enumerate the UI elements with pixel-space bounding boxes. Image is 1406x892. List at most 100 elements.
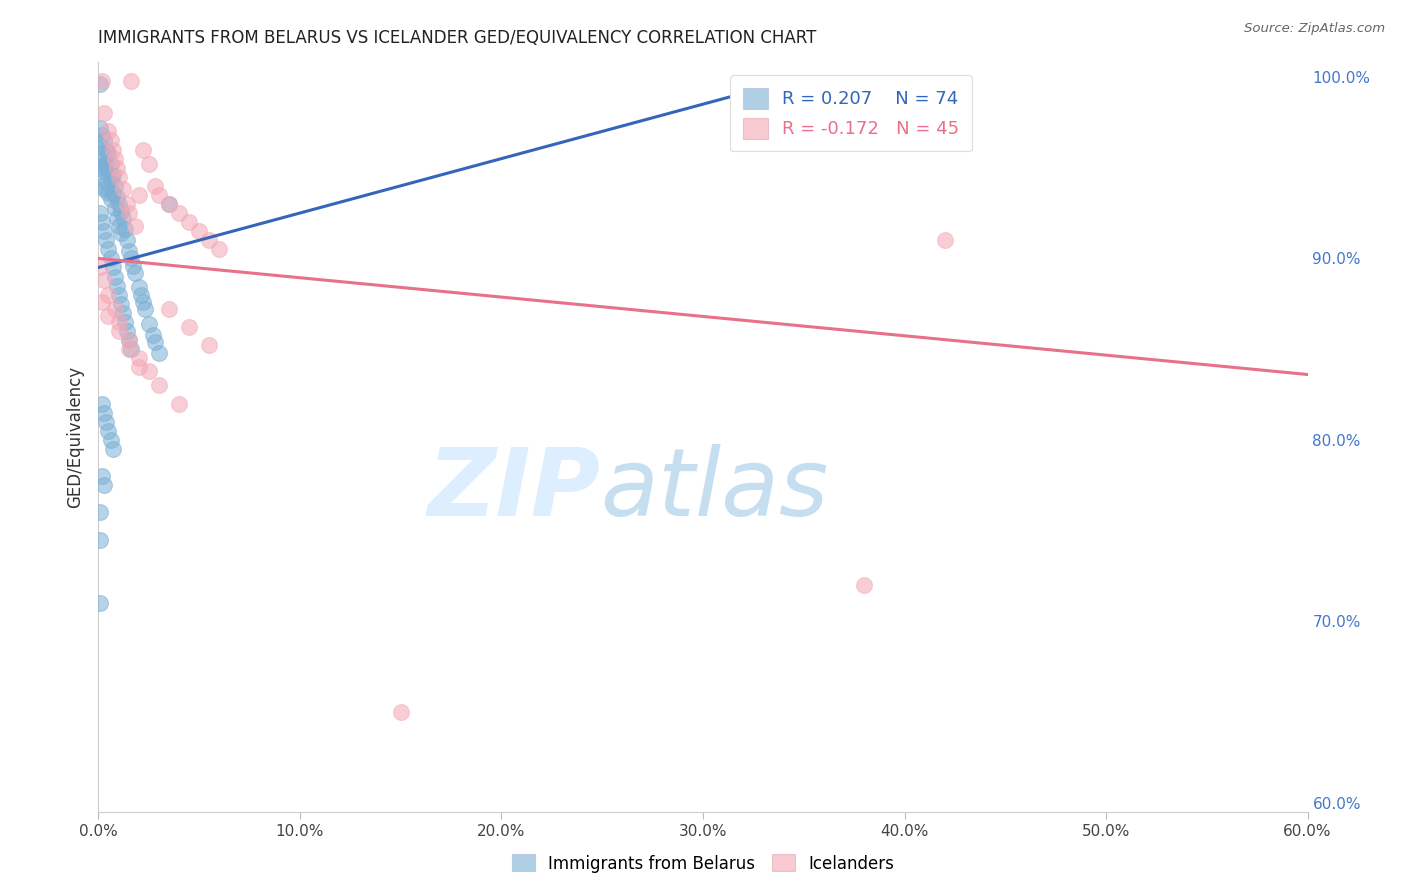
Point: [97, 424, 120, 438]
Point: [110, 226, 132, 240]
Point: [100, 252, 122, 266]
Point: [118, 206, 141, 220]
Point: [105, 161, 128, 175]
Point: [114, 315, 136, 329]
Point: [105, 190, 128, 204]
Point: [138, 157, 160, 171]
Point: [91, 178, 114, 193]
Point: [111, 306, 134, 320]
Point: [934, 233, 956, 247]
Point: [93, 152, 115, 166]
Legend: Immigrants from Belarus, Icelanders: Immigrants from Belarus, Icelanders: [505, 847, 901, 880]
Point: [91, 469, 114, 483]
Point: [134, 302, 156, 317]
Point: [91, 396, 114, 410]
Point: [157, 197, 180, 211]
Point: [107, 219, 129, 233]
Point: [91, 128, 114, 142]
Point: [93, 133, 115, 147]
Point: [148, 345, 170, 359]
Point: [120, 73, 142, 87]
Point: [93, 224, 115, 238]
Point: [110, 297, 132, 311]
Point: [142, 327, 165, 342]
Point: [103, 201, 125, 215]
Point: [97, 186, 120, 200]
Point: [148, 187, 170, 202]
Point: [93, 406, 115, 420]
Point: [93, 273, 115, 287]
Point: [96, 233, 118, 247]
Point: [138, 317, 160, 331]
Point: [132, 143, 155, 157]
Point: [100, 157, 122, 171]
Text: atlas: atlas: [600, 444, 828, 535]
Point: [97, 164, 120, 178]
Point: [96, 157, 118, 171]
Point: [100, 433, 122, 447]
Legend: R = 0.207    N = 74, R = -0.172   N = 45: R = 0.207 N = 74, R = -0.172 N = 45: [730, 75, 972, 152]
Point: [143, 178, 166, 193]
Point: [96, 415, 118, 429]
Point: [138, 364, 160, 378]
Point: [93, 106, 115, 120]
Point: [114, 222, 136, 236]
Point: [91, 215, 114, 229]
Text: IMMIGRANTS FROM BELARUS VS ICELANDER GED/EQUIVALENCY CORRELATION CHART: IMMIGRANTS FROM BELARUS VS ICELANDER GED…: [98, 29, 817, 47]
Point: [97, 287, 120, 301]
Point: [128, 351, 150, 366]
Point: [188, 224, 211, 238]
Point: [121, 259, 143, 273]
Point: [389, 705, 412, 719]
Point: [103, 269, 125, 284]
Point: [118, 333, 141, 347]
Point: [89, 120, 111, 135]
Point: [100, 192, 122, 206]
Point: [853, 578, 876, 592]
Point: [89, 260, 111, 275]
Text: Source: ZipAtlas.com: Source: ZipAtlas.com: [1244, 22, 1385, 36]
Point: [157, 302, 180, 317]
Point: [100, 173, 122, 187]
Point: [107, 315, 129, 329]
Point: [198, 233, 221, 247]
Point: [103, 178, 125, 193]
Point: [118, 333, 141, 347]
Point: [101, 143, 124, 157]
Point: [93, 182, 115, 196]
Point: [118, 342, 141, 356]
Point: [101, 186, 124, 200]
Y-axis label: GED/Equivalency: GED/Equivalency: [66, 366, 84, 508]
Point: [107, 287, 129, 301]
Point: [148, 378, 170, 392]
Point: [157, 197, 180, 211]
Point: [89, 206, 111, 220]
Point: [107, 197, 129, 211]
Point: [128, 360, 150, 375]
Point: [96, 143, 118, 157]
Point: [167, 206, 190, 220]
Point: [111, 211, 134, 226]
Point: [89, 533, 111, 547]
Point: [101, 260, 124, 275]
Point: [128, 280, 150, 294]
Point: [115, 197, 138, 211]
Point: [89, 77, 111, 91]
Point: [89, 505, 111, 519]
Point: [179, 215, 201, 229]
Point: [118, 244, 141, 259]
Text: ZIP: ZIP: [427, 443, 600, 535]
Point: [101, 442, 124, 456]
Point: [91, 294, 114, 309]
Point: [167, 396, 190, 410]
Point: [105, 211, 128, 226]
Point: [91, 73, 114, 87]
Point: [100, 133, 122, 147]
Point: [89, 137, 111, 152]
Point: [115, 324, 138, 338]
Point: [110, 204, 132, 219]
Point: [120, 252, 142, 266]
Point: [97, 146, 120, 161]
Point: [101, 168, 124, 182]
Point: [120, 342, 142, 356]
